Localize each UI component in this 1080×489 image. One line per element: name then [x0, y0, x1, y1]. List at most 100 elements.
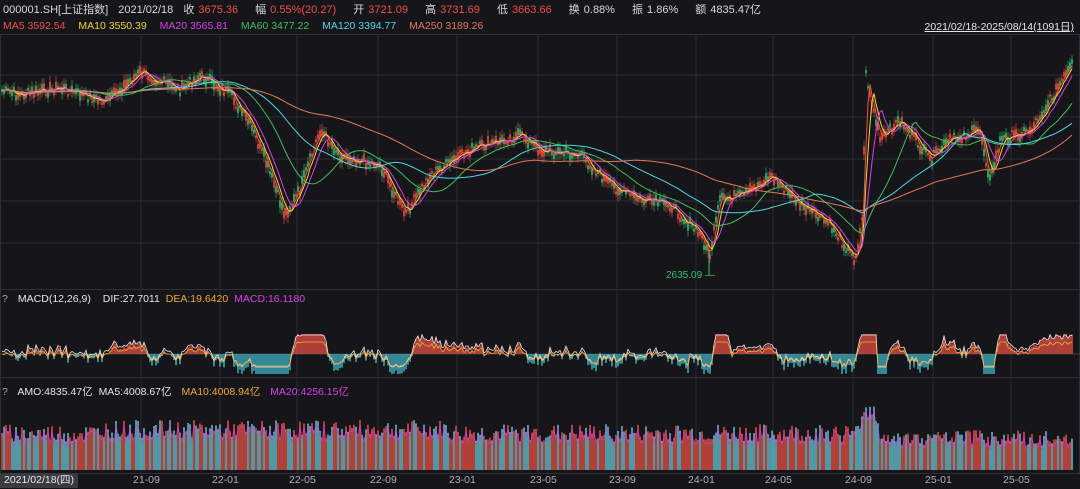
- macd-bar: [703, 354, 705, 374]
- volume-bar: [307, 423, 309, 470]
- candle-body: [1067, 65, 1069, 72]
- candle-body: [381, 169, 383, 177]
- volume-bar: [71, 440, 73, 470]
- macd-bar: [771, 346, 773, 354]
- volume-bar: [509, 431, 511, 470]
- macd-bar: [1045, 338, 1047, 354]
- macd-bar: [943, 335, 945, 354]
- volume-bar: [1039, 435, 1041, 470]
- candle-body: [137, 69, 139, 74]
- volume-bar: [551, 430, 553, 470]
- candle-body: [485, 147, 487, 151]
- volume-bar: [791, 425, 793, 470]
- volume-bar: [197, 428, 199, 470]
- candle-body: [193, 76, 195, 82]
- volume-bar: [853, 430, 855, 470]
- volume-bar: [1057, 435, 1059, 470]
- macd-bar: [89, 354, 91, 359]
- amo-help-icon[interactable]: ?: [2, 386, 8, 398]
- volume-bar: [41, 436, 43, 470]
- candle-body: [493, 139, 495, 143]
- candle-body: [299, 190, 301, 197]
- volume-bar: [275, 420, 277, 470]
- volume-bar: [143, 428, 145, 470]
- candle-body: [963, 131, 965, 136]
- candle-body: [699, 231, 701, 236]
- volume-bar: [991, 431, 993, 470]
- macd-bar: [813, 354, 815, 361]
- macd-bar: [453, 342, 455, 354]
- volume-bar: [587, 436, 589, 470]
- candle-body: [351, 160, 353, 164]
- amo-value[interactable]: AMO:4835.47亿: [17, 386, 93, 398]
- candle-body: [219, 88, 221, 96]
- macd-bar: [201, 348, 203, 354]
- macd-bar: [691, 354, 693, 359]
- volume-bar: [73, 432, 75, 470]
- macd-bar: [783, 354, 785, 371]
- symbol-label[interactable]: 000001.SH[上证指数]: [3, 4, 109, 16]
- macd-bar: [449, 348, 451, 354]
- volume-bar: [707, 438, 709, 470]
- volume-bar: [77, 436, 79, 470]
- candle-body: [553, 153, 555, 160]
- volume-bar: [609, 435, 611, 470]
- candle-body: [537, 149, 539, 156]
- candle-body: [437, 166, 439, 171]
- candle-body: [933, 149, 935, 153]
- amplitude-value: 1.86%: [647, 4, 679, 16]
- volume-bar: [681, 440, 683, 470]
- volume-bar: [601, 435, 603, 470]
- candle-body: [753, 184, 755, 188]
- volume-bar: [569, 432, 571, 470]
- volume-bar: [101, 435, 103, 470]
- volume-bar: [159, 420, 161, 470]
- macd-bar: [119, 348, 121, 354]
- volume-bar: [339, 434, 341, 470]
- candle-body: [51, 87, 53, 91]
- candle-body: [659, 197, 661, 202]
- volume-bar: [591, 434, 593, 470]
- volume-bar: [1025, 445, 1027, 470]
- candle-body: [147, 76, 149, 81]
- macd-bar: [861, 334, 863, 354]
- volume-bar: [553, 426, 555, 470]
- candle-body: [711, 242, 713, 251]
- macd-bar: [949, 341, 951, 354]
- macd-help-icon[interactable]: ?: [2, 293, 8, 305]
- macd-bar: [743, 346, 745, 354]
- volume-bar: [119, 436, 121, 470]
- volume-bar: [985, 443, 987, 470]
- volume-bar: [17, 436, 19, 470]
- macd-bar: [397, 354, 399, 374]
- volume-bar: [595, 439, 597, 470]
- date-range-selector[interactable]: 2021/02/18-2025/08/14(1091日): [924, 21, 1074, 33]
- volume-bar: [263, 426, 265, 470]
- volume-bar: [639, 436, 641, 470]
- volume-bar: [997, 441, 999, 470]
- macd-bar: [93, 354, 95, 359]
- macd-bar: [335, 354, 337, 370]
- volume-bar: [687, 435, 689, 470]
- volume-bar: [421, 433, 423, 470]
- macd-title[interactable]: MACD(12,26,9): [17, 293, 91, 305]
- candle-body: [613, 182, 615, 189]
- candle-body: [721, 192, 723, 198]
- volume-bar: [699, 432, 701, 470]
- candle-body: [833, 227, 835, 233]
- volume-bar: [487, 439, 489, 470]
- volume-bar: [309, 426, 311, 470]
- candle-body: [65, 83, 67, 90]
- volume-bar: [513, 431, 515, 470]
- macd-bar: [833, 354, 835, 368]
- candle-body: [901, 116, 903, 124]
- volume-bar: [527, 425, 529, 470]
- macd-bar: [431, 336, 433, 354]
- volume-bar: [363, 437, 365, 470]
- volume-bar: [299, 421, 301, 470]
- volume-bar: [383, 428, 385, 470]
- volume-bar: [909, 443, 911, 470]
- macd-bar: [137, 343, 139, 354]
- macd-bar: [705, 354, 707, 371]
